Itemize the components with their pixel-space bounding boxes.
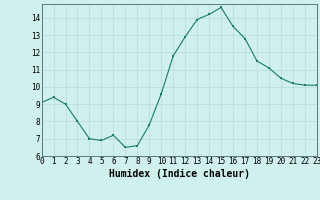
X-axis label: Humidex (Indice chaleur): Humidex (Indice chaleur) [109,169,250,179]
